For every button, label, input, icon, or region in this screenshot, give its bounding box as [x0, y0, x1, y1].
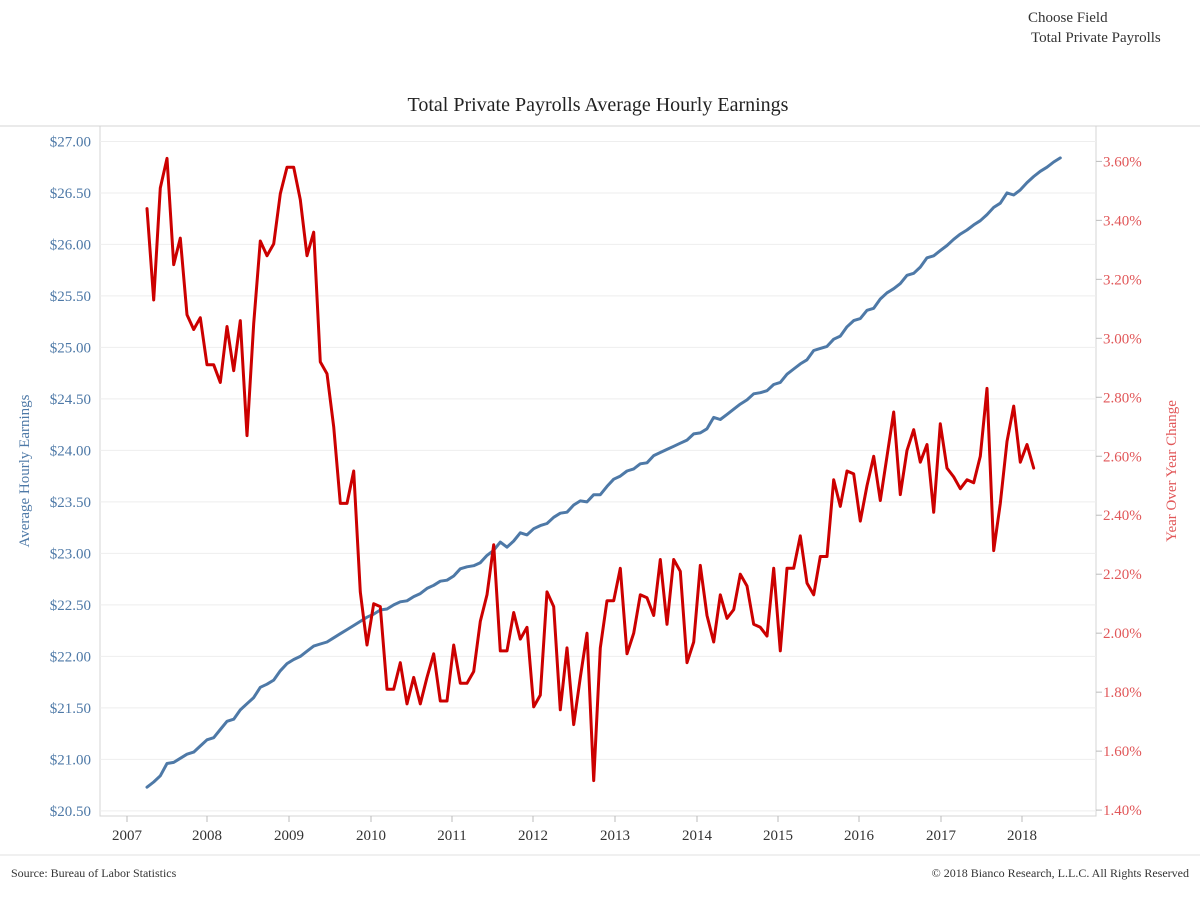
- series-line-yoy: [145, 156, 1036, 783]
- y-right-tick-label: 2.80%: [1103, 390, 1142, 406]
- x-tick-label: 2014: [682, 828, 713, 844]
- y-left-tick-label: $22.00: [50, 649, 91, 665]
- x-tick-label: 2017: [926, 828, 957, 844]
- y-left-tick-label: $26.00: [50, 237, 91, 253]
- y-left-tick-label: $25.50: [50, 289, 91, 305]
- y-left-tick-label: $22.50: [50, 598, 91, 614]
- field-selector-label: Choose Field: [1028, 10, 1108, 26]
- y-right-tick-label: 3.00%: [1103, 331, 1142, 347]
- field-selector[interactable]: Choose Field Total Private Payrolls: [1028, 8, 1161, 48]
- y-right-tick-label: 3.60%: [1103, 154, 1142, 170]
- y-right-tick-label: 2.20%: [1103, 567, 1142, 583]
- x-tick-label: 2018: [1007, 828, 1037, 844]
- chart-title: Total Private Payrolls Average Hourly Ea…: [408, 94, 789, 116]
- x-tick-label: 2016: [844, 828, 875, 844]
- y-right-tick-label: 3.40%: [1103, 213, 1142, 229]
- y-left-tick-label: $24.50: [50, 392, 91, 408]
- y-right-tick-label: 2.60%: [1103, 449, 1142, 465]
- series-group: [145, 156, 1062, 789]
- y-left-tick-label: $21.00: [50, 752, 91, 768]
- y-left-tick-label: $20.50: [50, 804, 91, 820]
- y-right-tick-label: 2.40%: [1103, 508, 1142, 524]
- y-left-tick-label: $24.00: [50, 443, 91, 459]
- y-left-tick-label: $23.00: [50, 546, 91, 562]
- x-tick-label: 2010: [356, 828, 386, 844]
- x-tick-label: 2013: [600, 828, 630, 844]
- y-right-tick-label: 3.20%: [1103, 272, 1142, 288]
- x-tick-label: 2007: [112, 828, 143, 844]
- y-right-tick-label: 1.60%: [1103, 744, 1142, 760]
- y-right-tick-label: 1.40%: [1103, 803, 1142, 819]
- y-right-tick-label: 1.80%: [1103, 685, 1142, 701]
- x-tick-label: 2008: [192, 828, 222, 844]
- y-left-tick-label: $21.50: [50, 701, 91, 717]
- gridlines: [100, 140, 1096, 812]
- y-axis-right-label: Year Over Year Change: [1164, 400, 1180, 542]
- x-tick-label: 2011: [437, 828, 466, 844]
- x-axis: 2007 2008 2009 2010 2011 2012 2013 2014 2015 2016…: [112, 816, 1037, 844]
- x-tick-label: 2012: [518, 828, 548, 844]
- y-left-tick-label: $27.00: [50, 134, 91, 150]
- x-tick-label: 2015: [763, 828, 793, 844]
- y-right-tick-label: 2.00%: [1103, 626, 1142, 642]
- copyright-note: © 2018 Bianco Research, L.L.C. All Right…: [931, 866, 1189, 880]
- y-axis-left-label: Average Hourly Earnings: [17, 394, 33, 547]
- right-axis: 1.40% 1.60% 1.80% 2.00% 2.20% 2.40% 2.60% 2.80%…: [1096, 154, 1142, 819]
- series-line-earnings: [145, 156, 1062, 789]
- y-left-tick-label: $26.50: [50, 186, 91, 202]
- y-left-tick-label: $23.50: [50, 495, 91, 511]
- x-tick-label: 2009: [274, 828, 304, 844]
- y-left-tick-label: $25.00: [50, 340, 91, 356]
- field-selector-value[interactable]: Total Private Payrolls: [1031, 30, 1161, 46]
- left-axis: $20.50 $21.00 $21.50 $22.00 $22.50 $23.00 $23.…: [50, 134, 91, 819]
- source-note: Source: Bureau of Labor Statistics: [11, 866, 177, 880]
